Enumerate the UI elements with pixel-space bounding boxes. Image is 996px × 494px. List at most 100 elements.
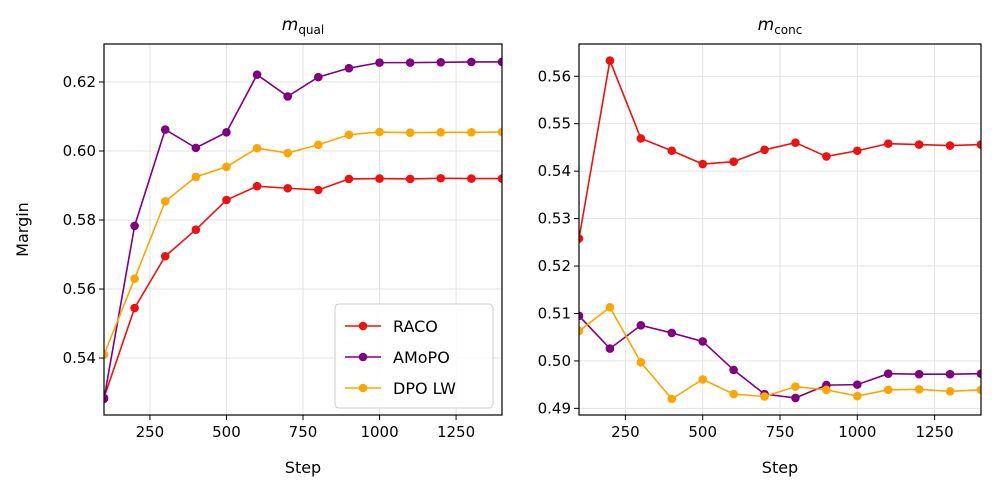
data-point-raco: [160, 251, 170, 261]
data-point-raco: [130, 303, 139, 313]
panel-margin-conc: 250 500 750 1000 1250 0.49 0.50 0.51 0.52 0.53 0.5…: [538, 15, 982, 477]
data-point-dpo-lw: [729, 389, 738, 399]
x-tick-label: 500: [212, 423, 241, 441]
data-point-amopo: [883, 369, 893, 379]
data-point-amopo: [222, 128, 231, 137]
data-point-raco: [314, 185, 323, 195]
data-point-dpo-lw: [883, 385, 893, 395]
data-point-raco: [667, 146, 677, 156]
data-point-dpo-lw: [222, 162, 231, 172]
data-point-amopo: [130, 221, 139, 231]
data-point-raco: [883, 139, 893, 148]
data-point-dpo-lw: [579, 326, 584, 336]
x-tick-label: 1000: [838, 423, 876, 441]
data-point-raco: [760, 145, 769, 155]
data-point-amopo: [160, 125, 170, 134]
x-tick-label: 250: [136, 423, 165, 441]
data-point-raco: [945, 141, 955, 150]
data-point-raco: [698, 159, 707, 169]
y-tick-label: 0.50: [538, 352, 571, 370]
y-tick-label: 0.62: [63, 73, 96, 91]
data-point-raco: [605, 56, 615, 65]
series-line-raco: [579, 57, 981, 239]
x-tick-label: 1250: [916, 423, 954, 441]
data-point-raco: [729, 157, 738, 166]
data-point-dpo-lw: [853, 391, 862, 401]
y-tick-label: 0.51: [538, 304, 571, 322]
data-point-dpo-lw: [467, 128, 476, 137]
y-tick-label: 0.56: [538, 67, 571, 85]
data-point-amopo: [914, 369, 924, 379]
data-point-raco: [191, 225, 201, 234]
data-point-amopo: [636, 321, 646, 330]
legend-marker-dpo-lw: [358, 383, 368, 393]
data-point-dpo-lw: [760, 392, 769, 401]
data-point-amopo: [104, 394, 109, 404]
panel-margin-qual: 250 500 750 1000 1250 0.54 0.56 0.58 0.60 0.62 mq…: [13, 15, 503, 477]
data-point-dpo-lw: [822, 385, 831, 395]
data-point-raco: [914, 140, 924, 149]
data-point-amopo: [344, 63, 354, 73]
data-point-dpo-lw: [344, 130, 354, 140]
legend-box: [334, 303, 494, 409]
data-point-raco: [791, 138, 800, 147]
data-point-amopo: [436, 57, 446, 67]
data-point-amopo: [976, 369, 981, 379]
data-point-dpo-lw: [405, 128, 415, 137]
data-point-dpo-lw: [252, 143, 262, 153]
data-point-amopo: [791, 393, 800, 403]
data-point-dpo-lw: [283, 148, 292, 158]
data-point-amopo: [467, 57, 476, 67]
data-point-amopo: [497, 57, 502, 67]
data-point-raco: [853, 146, 862, 156]
data-point-amopo: [698, 337, 707, 346]
data-point-amopo: [375, 58, 384, 67]
y-tick-label: 0.54: [63, 349, 96, 367]
data-point-dpo-lw: [160, 197, 170, 206]
y-tick-label: 0.54: [538, 162, 571, 180]
data-point-dpo-lw: [130, 274, 139, 283]
legend-label-amopo: AMoPO: [393, 348, 450, 367]
legend: RACO AMoPO DPO LW: [334, 303, 494, 409]
data-point-dpo-lw: [314, 140, 323, 150]
series-line-amopo: [104, 61, 502, 399]
data-point-amopo: [667, 328, 677, 338]
data-point-raco: [375, 174, 384, 183]
x-tick-label: 1000: [360, 423, 398, 441]
data-point-raco: [976, 140, 981, 149]
data-point-raco: [283, 183, 292, 193]
data-point-amopo: [283, 92, 292, 101]
y-tick-label: 0.52: [538, 257, 571, 275]
data-point-dpo-lw: [667, 394, 677, 404]
data-point-raco: [497, 174, 502, 183]
data-point-dpo-lw: [945, 386, 955, 396]
data-point-amopo: [579, 311, 584, 321]
data-point-dpo-lw: [104, 350, 109, 359]
y-tick-label: 0.60: [63, 142, 96, 160]
x-tick-label: 1250: [437, 423, 475, 441]
panel-title: mconc: [758, 15, 803, 37]
series-line-dpo-lw: [104, 131, 502, 355]
data-point-amopo: [191, 143, 201, 153]
y-tick-label: 0.53: [538, 210, 571, 228]
y-tick-label: 0.56: [63, 280, 96, 298]
data-point-dpo-lw: [497, 127, 502, 137]
x-tick-label: 250: [611, 423, 640, 441]
data-point-dpo-lw: [636, 358, 646, 367]
legend-marker-raco: [358, 321, 368, 331]
data-point-amopo: [945, 369, 955, 379]
data-point-dpo-lw: [914, 385, 924, 394]
data-point-amopo: [729, 365, 738, 375]
data-point-raco: [222, 195, 231, 205]
data-point-dpo-lw: [191, 172, 201, 182]
data-point-amopo: [605, 344, 615, 353]
y-tick-label: 0.55: [538, 115, 571, 133]
legend-label-dpo-lw: DPO LW: [393, 379, 456, 398]
panel-title: mqual: [282, 15, 324, 37]
data-point-amopo: [405, 58, 415, 67]
legend-marker-amopo: [358, 352, 368, 362]
data-point-dpo-lw: [436, 128, 446, 137]
data-point-dpo-lw: [605, 303, 615, 312]
y-tick-label: 0.49: [538, 399, 571, 417]
data-point-raco: [467, 174, 476, 183]
